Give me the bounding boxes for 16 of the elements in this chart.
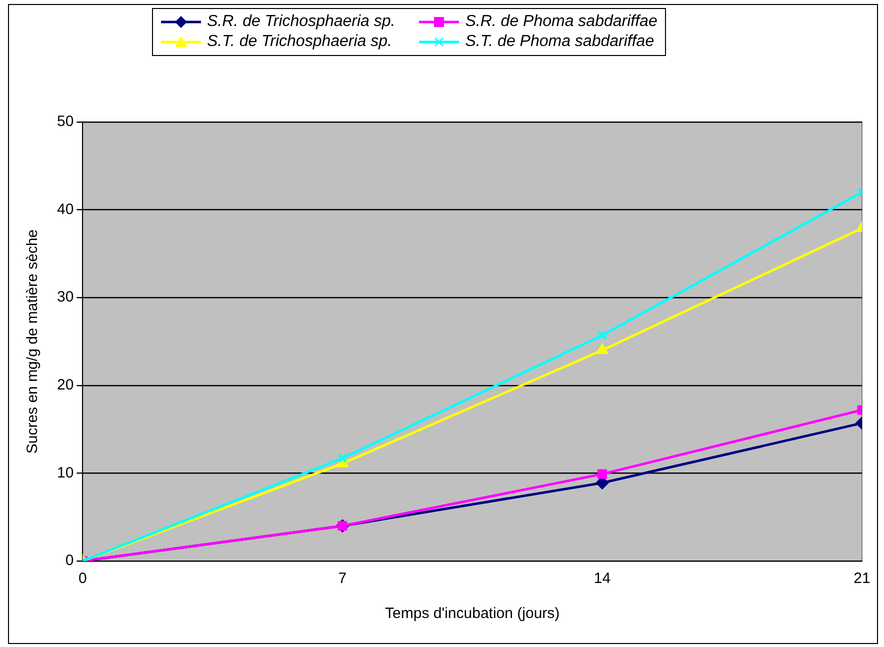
legend-label: S.R. de Trichosphaeria sp. [207, 13, 396, 31]
y-axis-title: Sucres en mg/g de matière sèche [24, 229, 42, 454]
legend-label: S.T. de Trichosphaeria sp. [207, 33, 392, 51]
y-tick-label: 10 [56, 464, 74, 482]
y-tick-label: 40 [56, 200, 74, 218]
x-tick-label: 21 [854, 570, 870, 588]
x-tick-label: 7 [338, 570, 347, 588]
x-tick-label: 14 [594, 570, 611, 588]
legend-label: S.T. de Phoma sabdariffae [465, 33, 654, 51]
y-tick-label: 20 [56, 376, 74, 394]
x-tick-label: 0 [78, 570, 87, 588]
y-tick-label: 50 [56, 113, 74, 130]
x-axis-title: Temps d'incubation (jours) [385, 605, 560, 622]
y-tick-label: 30 [56, 288, 74, 306]
legend-label: S.R. de Phoma sabdariffae [465, 13, 658, 31]
y-tick-label: 0 [65, 552, 74, 570]
